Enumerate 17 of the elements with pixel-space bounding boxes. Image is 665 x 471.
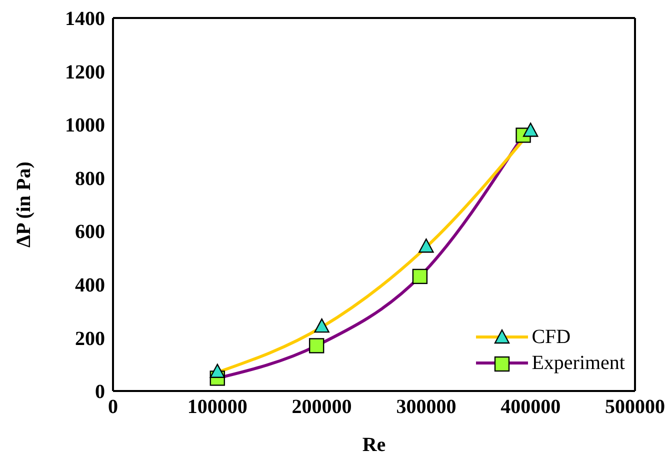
y-axis-title: ΔP (in Pa) xyxy=(13,162,36,248)
x-tick-label: 500000 xyxy=(605,396,665,418)
x-tick-label: 200000 xyxy=(292,396,352,418)
y-tick-label: 600 xyxy=(75,221,105,244)
y-tick-label: 400 xyxy=(75,274,105,297)
y-tick-label: 800 xyxy=(75,168,105,190)
legend-label: CFD xyxy=(532,326,571,348)
y-tick-label: 1400 xyxy=(65,8,105,30)
y-tick-label: 1000 xyxy=(65,114,105,137)
x-axis-title: Re xyxy=(362,434,386,456)
y-tick-label: 1200 xyxy=(65,61,105,84)
y-tick-label: 0 xyxy=(95,381,105,404)
x-tick-label: 400000 xyxy=(500,396,561,418)
x-tick-label: 300000 xyxy=(396,396,456,418)
legend-label: Experiment xyxy=(532,352,625,374)
y-tick-label: 200 xyxy=(75,328,105,350)
x-tick-label: 100000 xyxy=(187,396,248,418)
